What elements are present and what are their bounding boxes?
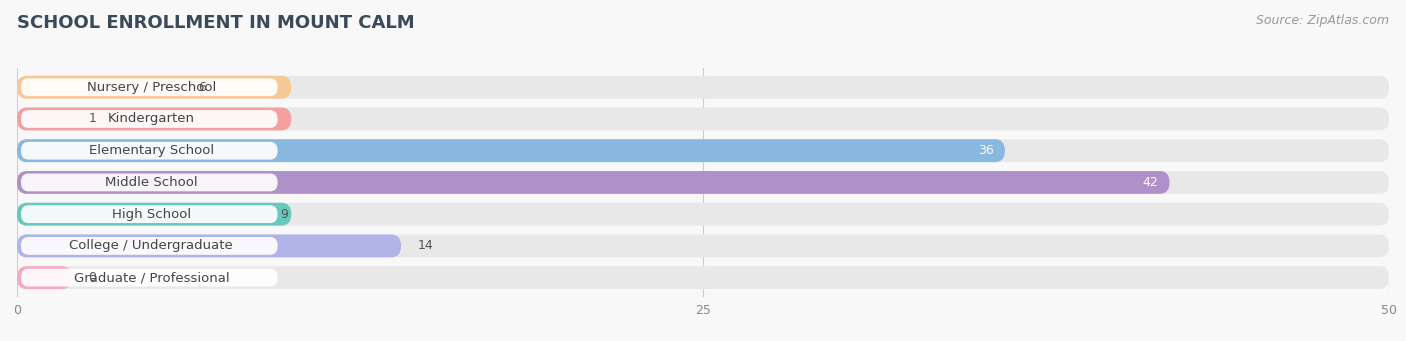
Text: Elementary School: Elementary School [89,144,214,157]
Text: 14: 14 [418,239,433,252]
FancyBboxPatch shape [17,235,401,257]
Text: 42: 42 [1143,176,1159,189]
FancyBboxPatch shape [17,171,1389,194]
Text: 0: 0 [89,271,96,284]
FancyBboxPatch shape [21,269,277,286]
FancyBboxPatch shape [21,205,277,223]
Text: Kindergarten: Kindergarten [108,113,195,125]
FancyBboxPatch shape [17,107,1389,130]
FancyBboxPatch shape [17,266,72,289]
FancyBboxPatch shape [17,266,1389,289]
FancyBboxPatch shape [21,142,277,160]
FancyBboxPatch shape [21,110,277,128]
Text: SCHOOL ENROLLMENT IN MOUNT CALM: SCHOOL ENROLLMENT IN MOUNT CALM [17,14,415,32]
FancyBboxPatch shape [17,235,1389,257]
FancyBboxPatch shape [21,174,277,191]
Text: High School: High School [112,208,191,221]
FancyBboxPatch shape [17,203,1389,226]
Text: Graduate / Professional: Graduate / Professional [73,271,229,284]
Text: Middle School: Middle School [105,176,198,189]
FancyBboxPatch shape [21,78,277,96]
FancyBboxPatch shape [17,139,1389,162]
Text: 36: 36 [979,144,994,157]
FancyBboxPatch shape [17,203,291,226]
FancyBboxPatch shape [17,107,291,130]
FancyBboxPatch shape [17,76,291,99]
Text: 1: 1 [89,113,96,125]
Text: 6: 6 [198,81,205,94]
Text: Nursery / Preschool: Nursery / Preschool [87,81,217,94]
FancyBboxPatch shape [17,139,1005,162]
FancyBboxPatch shape [17,76,1389,99]
Text: College / Undergraduate: College / Undergraduate [69,239,233,252]
FancyBboxPatch shape [21,237,277,255]
Text: Source: ZipAtlas.com: Source: ZipAtlas.com [1256,14,1389,27]
FancyBboxPatch shape [17,171,1170,194]
Text: 9: 9 [280,208,288,221]
